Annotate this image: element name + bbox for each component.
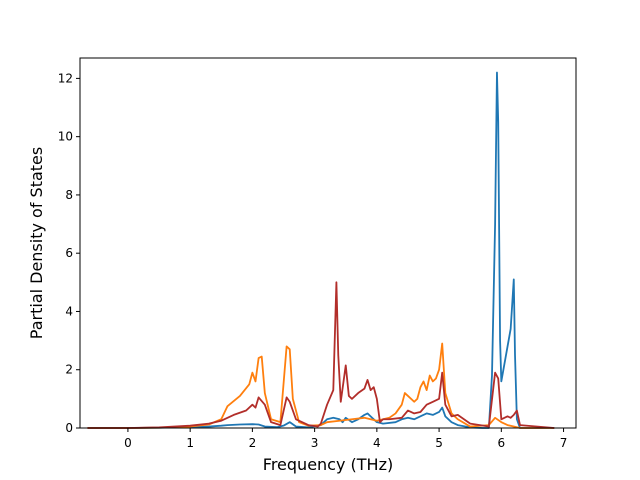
y-tick-label: 12 [58, 71, 73, 85]
series-line-3 [87, 281, 555, 429]
x-tick-label: 6 [497, 436, 505, 450]
y-tick-label: 4 [65, 304, 73, 318]
x-ticks: 0 1 2 3 4 5 6 7 [124, 428, 567, 450]
y-tick-label: 2 [65, 363, 73, 377]
y-axis-title: Partial Density of States [27, 147, 46, 339]
x-axis-title: Frequency (THz) [263, 455, 393, 474]
x-tick-label: 5 [435, 436, 443, 450]
y-tick-label: 10 [58, 130, 73, 144]
y-ticks: 0 2 4 6 8 10 12 [58, 71, 80, 435]
x-tick-label: 1 [186, 436, 194, 450]
y-tick-label: 6 [65, 246, 73, 260]
series-layer [87, 71, 555, 429]
plot-frame [79, 57, 577, 429]
series-line-1 [87, 71, 555, 429]
x-tick-label: 2 [249, 436, 257, 450]
x-tick-label: 4 [373, 436, 381, 450]
x-tick-label: 3 [311, 436, 319, 450]
x-tick-label: 0 [124, 436, 132, 450]
y-tick-label: 0 [65, 421, 73, 435]
plot-area [80, 58, 576, 428]
x-tick-label: 7 [560, 436, 568, 450]
y-tick-label: 8 [65, 188, 73, 202]
